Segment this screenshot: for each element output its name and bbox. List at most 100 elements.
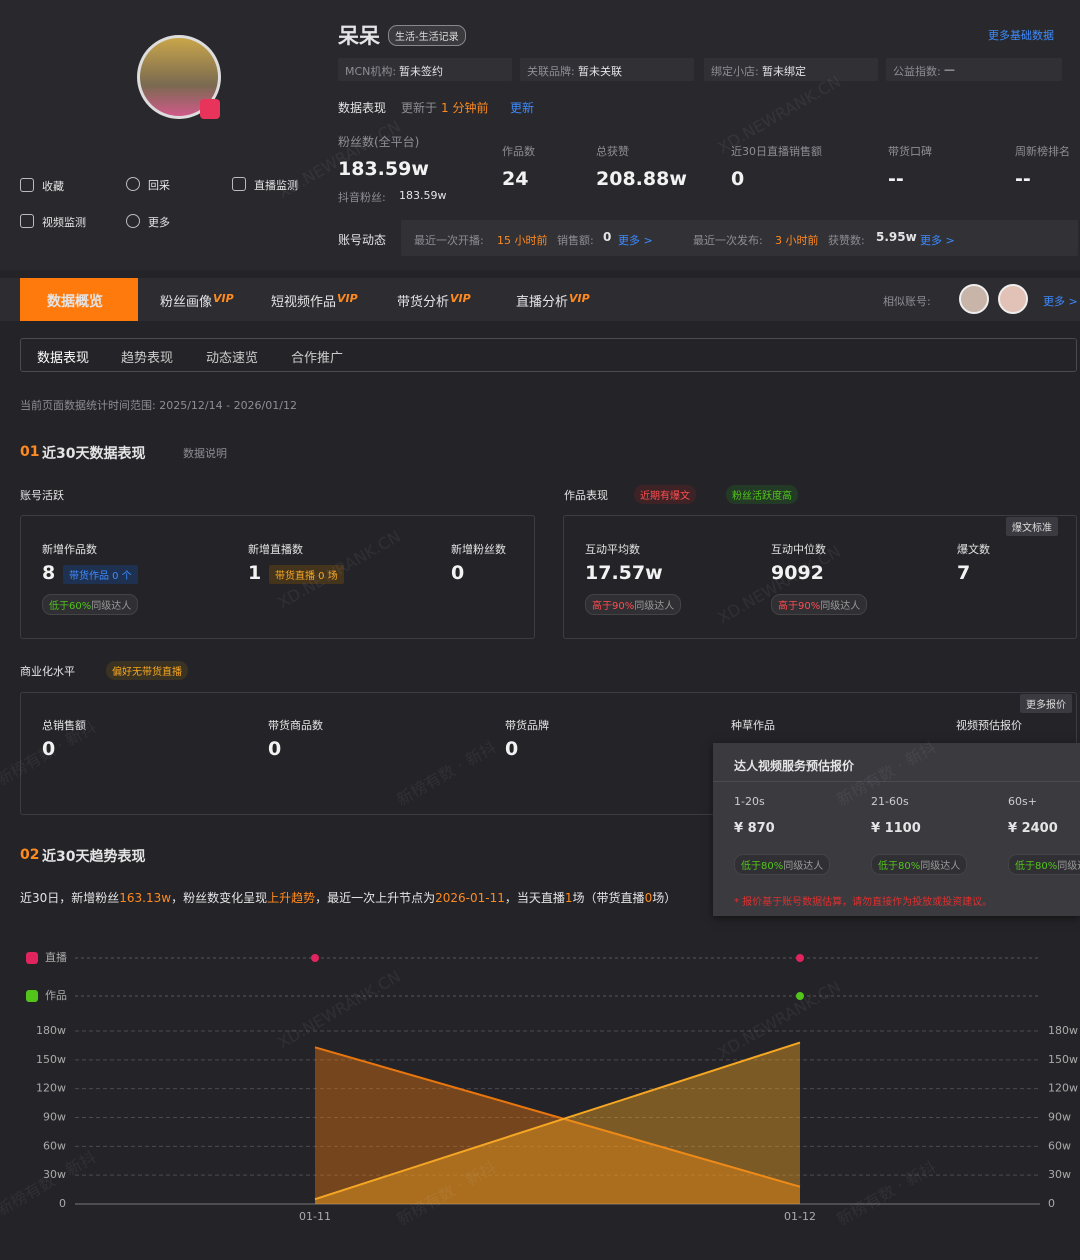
y-tick-label: 0 <box>59 1197 66 1210</box>
post-time: 3 小时前 <box>775 234 819 247</box>
post-value: 5.95w <box>876 230 917 244</box>
info-label: 公益指数: <box>893 65 941 78</box>
similar-avatar[interactable] <box>998 284 1028 314</box>
account-name: 呆呆 <box>338 24 380 48</box>
update-prefix: 更新于 <box>401 101 438 115</box>
vip-badge: VIP <box>569 292 590 305</box>
info-box <box>886 58 1062 81</box>
row-icon <box>26 990 38 1002</box>
row-label: 直播 <box>45 950 67 964</box>
action-label[interactable]: 直播监测 <box>254 179 298 192</box>
popup-title: 达人视频服务预估报价 <box>734 759 855 773</box>
vip-badge: VIP <box>213 292 234 305</box>
standard-button[interactable]: 爆文标准 <box>1006 517 1058 536</box>
compare-value: 低于60% <box>49 601 92 612</box>
similar-more[interactable]: 更多 > <box>1043 295 1078 308</box>
compare-pill: 高于90%同级达人 <box>585 594 682 615</box>
section-title: 近30天趋势表现 <box>42 849 146 865</box>
quote-price: ¥ 2400 <box>1008 821 1058 836</box>
more-basic-link[interactable]: 更多基础数据 <box>988 29 1054 42</box>
compare-value: 高于90% <box>592 601 635 612</box>
douyin-fans-label: 抖音粉丝: <box>338 191 386 204</box>
post-label: 最近一次发布: <box>693 234 763 247</box>
metric-value: 8 <box>42 562 56 584</box>
post-more[interactable]: 更多 > <box>920 234 955 247</box>
action-icon[interactable] <box>126 177 140 191</box>
metric-label: 种草作品 <box>731 719 775 732</box>
y2-tick-label: 0 <box>1048 1197 1055 1210</box>
stat-label: 总获赞 <box>596 145 629 158</box>
action-icon[interactable] <box>20 214 34 228</box>
popup-note: * 报价基于账号数据估算，请勿直接作为投放或投资建议。 <box>734 897 993 908</box>
live-more[interactable]: 更多 > <box>618 234 653 247</box>
post-metric: 获赞数: <box>828 234 865 247</box>
stat-value: 24 <box>502 168 529 190</box>
y-tick-label: 90w <box>43 1111 66 1124</box>
category-tag[interactable]: 生活-生活记录 <box>388 25 466 46</box>
stat-label: 近30日直播销售额 <box>731 145 822 158</box>
y2-tick-label: 120w <box>1048 1082 1078 1095</box>
tab[interactable]: 数据概览 <box>47 294 103 310</box>
tag: 粉丝活跃度高 <box>726 485 798 504</box>
compare-peer: 同级达人 <box>820 601 861 612</box>
subsection-title: 作品表现 <box>564 489 608 502</box>
subtab-bar <box>20 338 1077 372</box>
live-label: 最近一次开播: <box>414 234 484 247</box>
similar-avatar[interactable] <box>959 284 989 314</box>
row-label: 作品 <box>45 989 67 1002</box>
action-label[interactable]: 回采 <box>148 179 170 192</box>
tab[interactable]: 直播分析 <box>516 295 569 310</box>
stat-label: 周新榜排名 <box>1015 145 1070 158</box>
y-tick-label: 30w <box>43 1168 66 1181</box>
summary-highlight: 2026-01-11 <box>435 891 505 905</box>
action-icon[interactable] <box>20 178 34 192</box>
compare-value: 低于80% <box>1015 861 1058 872</box>
action-icon[interactable] <box>126 214 140 228</box>
subtab[interactable]: 数据表现 <box>37 351 90 366</box>
activity-card <box>20 515 535 639</box>
info-label: 绑定小店: <box>711 65 759 78</box>
summary-text: 近30日，新增粉丝 <box>20 891 120 905</box>
action-icon[interactable] <box>232 177 246 191</box>
metric-badge: 带货直播 0 场 <box>269 565 344 584</box>
tab[interactable]: 粉丝画像 <box>160 295 213 310</box>
metric-label: 互动中位数 <box>771 543 826 556</box>
info-box <box>338 58 512 81</box>
summary-highlight: 163.13w <box>119 891 172 905</box>
subtab[interactable]: 合作推广 <box>291 351 344 366</box>
time-range: 当前页面数据统计时间范围: 2025/12/14 - 2026/01/12 <box>20 399 297 412</box>
vip-badge: VIP <box>337 292 358 305</box>
y2-tick-label: 90w <box>1048 1111 1071 1124</box>
metric-label: 互动平均数 <box>585 543 640 556</box>
y2-tick-label: 60w <box>1048 1139 1071 1152</box>
metric-label: 新增粉丝数 <box>451 543 506 556</box>
update-button[interactable]: 更新 <box>510 101 535 115</box>
subsection-title: 商业化水平 <box>20 665 75 678</box>
compare-pill: 低于80%同级达人 <box>1008 854 1080 875</box>
area <box>315 1047 800 1204</box>
info-value: 暂未绑定 <box>762 65 806 78</box>
quote-popup <box>713 743 1080 916</box>
subtab[interactable]: 动态速览 <box>206 351 259 366</box>
action-label[interactable]: 视频监测 <box>42 216 86 229</box>
action-label[interactable]: 收藏 <box>42 180 64 193</box>
metric-value: 17.57w <box>585 562 663 584</box>
similar-label: 相似账号: <box>883 295 931 308</box>
subtab[interactable]: 趋势表现 <box>121 351 174 366</box>
metric-value: 0 <box>451 562 465 584</box>
tab-bar <box>0 278 1080 321</box>
qr-icon[interactable] <box>200 99 220 119</box>
summary-text: ，粉丝数变化呈现 <box>171 891 268 905</box>
y2-tick-label: 180w <box>1048 1024 1078 1037</box>
tab[interactable]: 短视频作品 <box>271 295 337 310</box>
y2-tick-label: 150w <box>1048 1053 1078 1066</box>
tag: 偏好无带货直播 <box>106 661 188 680</box>
section-help[interactable]: 数据说明 <box>183 447 227 460</box>
metric-label: 带货品牌 <box>505 719 549 732</box>
more-quote-button[interactable]: 更多报价 <box>1020 694 1072 713</box>
info-value: 暂未签约 <box>399 65 443 78</box>
dynamics-bar <box>401 220 1078 256</box>
action-label[interactable]: 更多 <box>148 216 170 229</box>
stat-label: 带货口碑 <box>888 145 932 158</box>
tab[interactable]: 带货分析 <box>397 295 450 310</box>
